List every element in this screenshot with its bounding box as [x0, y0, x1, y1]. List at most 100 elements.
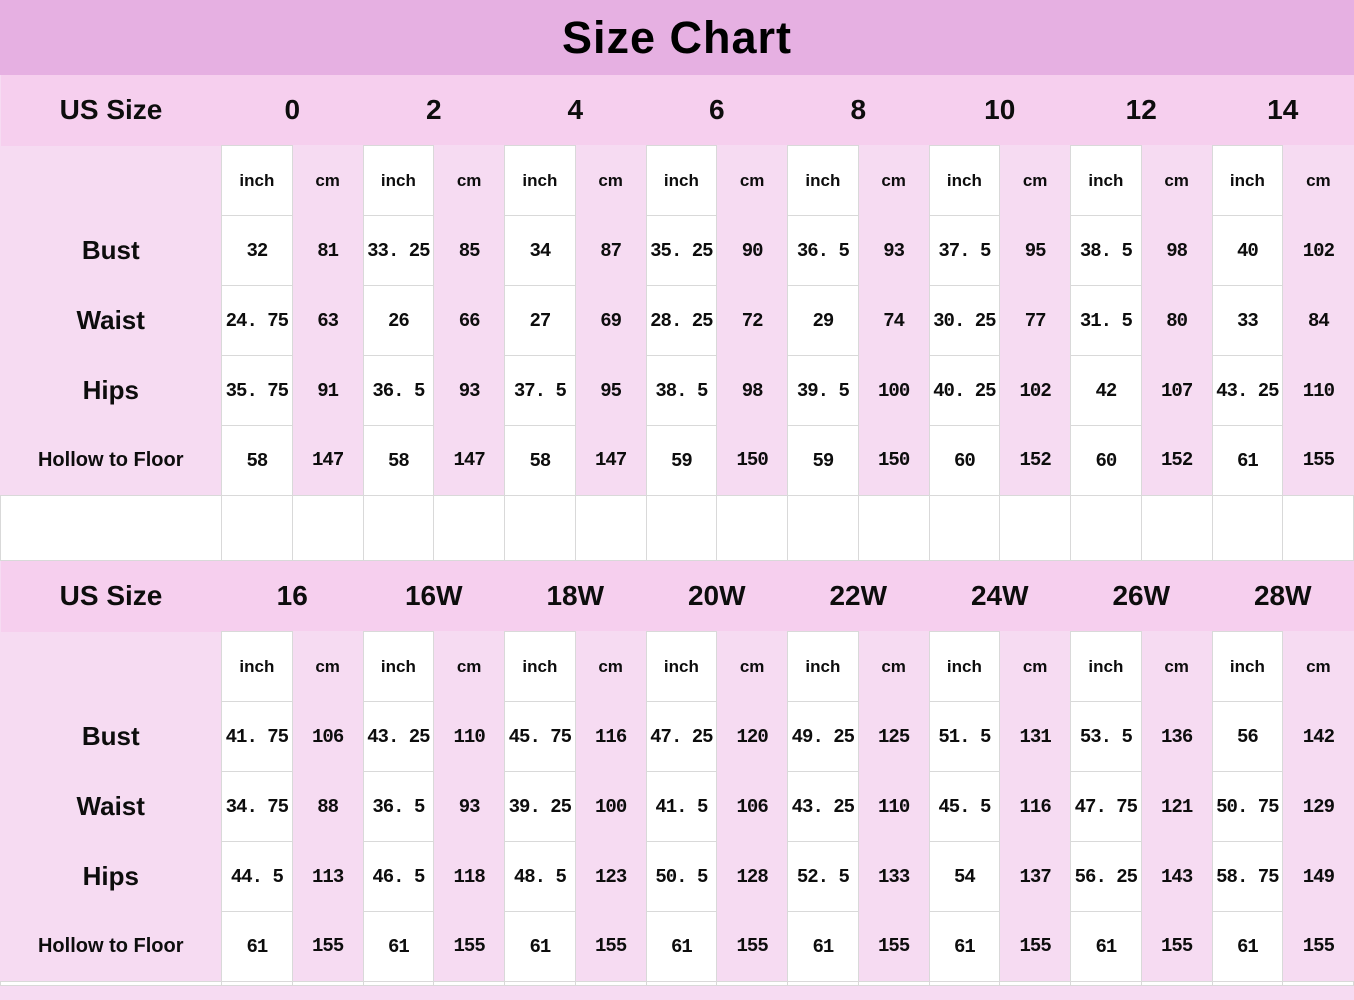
empty-cell	[574, 981, 647, 986]
value-cm: 155	[1282, 911, 1354, 982]
value-cm: 80	[1141, 285, 1212, 356]
unit-label-cm: cm	[433, 145, 505, 216]
measurement-label: Waist	[0, 285, 222, 356]
us-size-row: US Size 0 2 4 6 8 10 12 14	[0, 75, 1354, 146]
measurement-label: Waist	[0, 771, 222, 842]
value-cm: 100	[858, 355, 929, 426]
value-inch: 41. 5	[645, 771, 718, 842]
value-cm: 113	[292, 841, 363, 912]
empty-cell	[857, 495, 930, 561]
empty-cell	[1282, 495, 1354, 561]
size-label: 4	[504, 75, 646, 146]
value-cm: 155	[999, 911, 1071, 982]
us-size-header-label: US Size	[0, 75, 222, 146]
value-inch: 61	[787, 911, 859, 982]
size-label: 26W	[1070, 561, 1212, 632]
size-label: 20W	[646, 561, 788, 632]
size-label: 0	[221, 75, 363, 146]
empty-cell	[221, 981, 293, 986]
unit-label-inch: inch	[1211, 145, 1284, 216]
value-cm: 93	[433, 355, 505, 426]
unit-label-cm: cm	[1141, 145, 1212, 216]
empty-cell	[433, 981, 505, 986]
unit-label-inch: inch	[221, 145, 293, 216]
size-label: 6	[646, 75, 788, 146]
tables-container: US Size 0 2 4 6 8 10 12 14 inch cm inch cm inch cm inch…	[0, 75, 1354, 986]
value-inch: 61	[504, 911, 576, 982]
value-inch: 28. 25	[645, 285, 718, 356]
empty-cell	[928, 495, 1001, 561]
empty-cell	[928, 981, 1001, 986]
value-cm: 110	[1282, 355, 1354, 426]
size-label: 12	[1070, 75, 1212, 146]
value-cm: 155	[716, 911, 788, 982]
value-inch: 24. 75	[221, 285, 293, 356]
measurement-label: Hollow to Floor	[0, 425, 222, 496]
measurement-row: Hollow to Floor 61 155 61 155 61 155 61 155 61 155…	[0, 911, 1354, 982]
value-inch: 61	[1211, 911, 1284, 982]
unit-label-inch: inch	[645, 631, 718, 702]
unit-label-cm: cm	[575, 145, 646, 216]
unit-label-inch: inch	[1070, 631, 1142, 702]
value-cm: 142	[1282, 701, 1354, 772]
unit-label-cm: cm	[1282, 631, 1354, 702]
empty-cell	[1140, 981, 1213, 986]
title-band: Size Chart	[0, 0, 1354, 75]
measurement-row: Waist 34. 75 88 36. 5 93 39. 25 100 41. 5 106 43.…	[0, 771, 1354, 842]
value-inch: 60	[1070, 425, 1142, 496]
value-cm: 137	[999, 841, 1071, 912]
value-cm: 110	[433, 701, 505, 772]
empty-cell	[645, 495, 718, 561]
unit-label-inch: inch	[787, 145, 859, 216]
value-inch: 36. 5	[362, 355, 435, 426]
empty-cell	[1140, 495, 1213, 561]
value-inch: 42	[1070, 355, 1142, 426]
size-label: 16	[221, 561, 363, 632]
value-cm: 121	[1141, 771, 1212, 842]
value-cm: 125	[858, 701, 929, 772]
value-inch: 35. 75	[221, 355, 293, 426]
measurement-row: Hips 35. 75 91 36. 5 93 37. 5 95 38. 5 98 39. 5 10…	[0, 355, 1354, 426]
value-inch: 61	[221, 911, 293, 982]
value-cm: 95	[999, 215, 1071, 286]
size-table-plus-sizes: US Size 16 16W 18W 20W 22W 24W 26W 28W inch cm inch…	[0, 561, 1354, 986]
size-label: 22W	[787, 561, 929, 632]
unit-label-inch: inch	[504, 145, 576, 216]
value-inch: 33. 25	[362, 215, 435, 286]
value-cm: 152	[1141, 425, 1212, 496]
unit-label-cm: cm	[858, 145, 929, 216]
value-inch: 36. 5	[787, 215, 859, 286]
value-cm: 147	[292, 425, 363, 496]
size-label: 10	[929, 75, 1071, 146]
measurement-label: Bust	[0, 215, 222, 286]
value-cm: 136	[1141, 701, 1212, 772]
value-inch: 43. 25	[1211, 355, 1284, 426]
size-table-regular-sizes: US Size 0 2 4 6 8 10 12 14 inch cm inch cm inch cm inch…	[0, 75, 1354, 561]
unit-label-inch: inch	[928, 631, 1001, 702]
value-inch: 47. 75	[1070, 771, 1142, 842]
value-cm: 93	[858, 215, 929, 286]
size-label: 16W	[363, 561, 505, 632]
size-label: 8	[787, 75, 929, 146]
value-inch: 44. 5	[221, 841, 293, 912]
units-row-spacer	[0, 631, 222, 702]
empty-cell	[433, 495, 505, 561]
measurement-label: Hips	[0, 841, 222, 912]
value-inch: 37. 5	[928, 215, 1001, 286]
value-inch: 50. 75	[1211, 771, 1284, 842]
value-cm: 88	[292, 771, 363, 842]
unit-label-inch: inch	[362, 631, 435, 702]
value-cm: 81	[292, 215, 363, 286]
unit-label-cm: cm	[716, 145, 788, 216]
value-cm: 150	[716, 425, 788, 496]
value-cm: 87	[575, 215, 646, 286]
units-row: inch cm inch cm inch cm inch cm inch cm inch cm inch…	[0, 145, 1354, 216]
value-inch: 51. 5	[928, 701, 1001, 772]
value-cm: 120	[716, 701, 788, 772]
value-inch: 61	[1211, 425, 1284, 496]
empty-cell	[857, 981, 930, 986]
value-cm: 116	[999, 771, 1071, 842]
value-inch: 40. 25	[928, 355, 1001, 426]
value-cm: 155	[433, 911, 505, 982]
empty-cell	[1070, 495, 1142, 561]
